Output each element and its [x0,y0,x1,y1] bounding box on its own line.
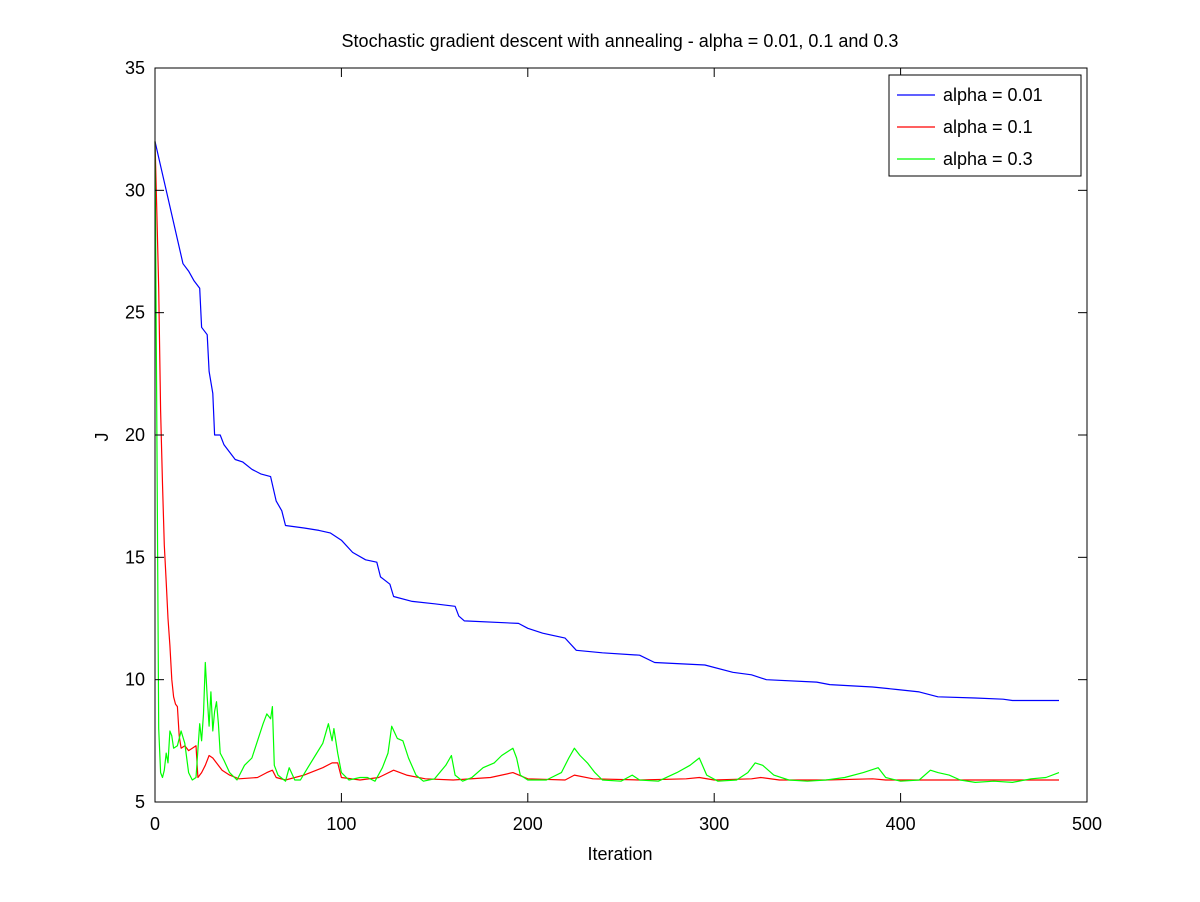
y-tick-label: 20 [125,425,145,445]
y-tick-label: 15 [125,547,145,567]
x-tick-label: 0 [150,814,160,834]
y-tick-label: 25 [125,303,145,323]
legend: alpha = 0.01 alpha = 0.1 alpha = 0.3 [888,74,1082,177]
tick-labels: 0 100 200 300 400 500 5 10 15 20 25 30 35 [125,58,1102,834]
x-tick-label: 100 [326,814,356,834]
plot-lines [154,141,1060,783]
axis-ticks [154,67,1088,803]
plot-frame [154,67,1088,803]
x-tick-label: 300 [699,814,729,834]
x-tick-label: 500 [1072,814,1102,834]
legend-label: alpha = 0.01 [943,85,1043,105]
y-tick-label: 35 [125,58,145,78]
y-axis-title: J [92,433,112,442]
y-tick-label: 10 [125,670,145,690]
x-tick-label: 400 [886,814,916,834]
y-tick-label: 5 [135,792,145,812]
x-tick-label: 200 [513,814,543,834]
x-axis-title: Iteration [587,844,652,864]
legend-label: alpha = 0.1 [943,117,1033,137]
series-line-2 [154,141,1060,783]
legend-label: alpha = 0.3 [943,149,1033,169]
chart-title: Stochastic gradient descent with anneali… [342,31,899,51]
series-line-1 [154,141,1059,781]
y-tick-label: 30 [125,180,145,200]
series-line-0 [154,141,1059,702]
